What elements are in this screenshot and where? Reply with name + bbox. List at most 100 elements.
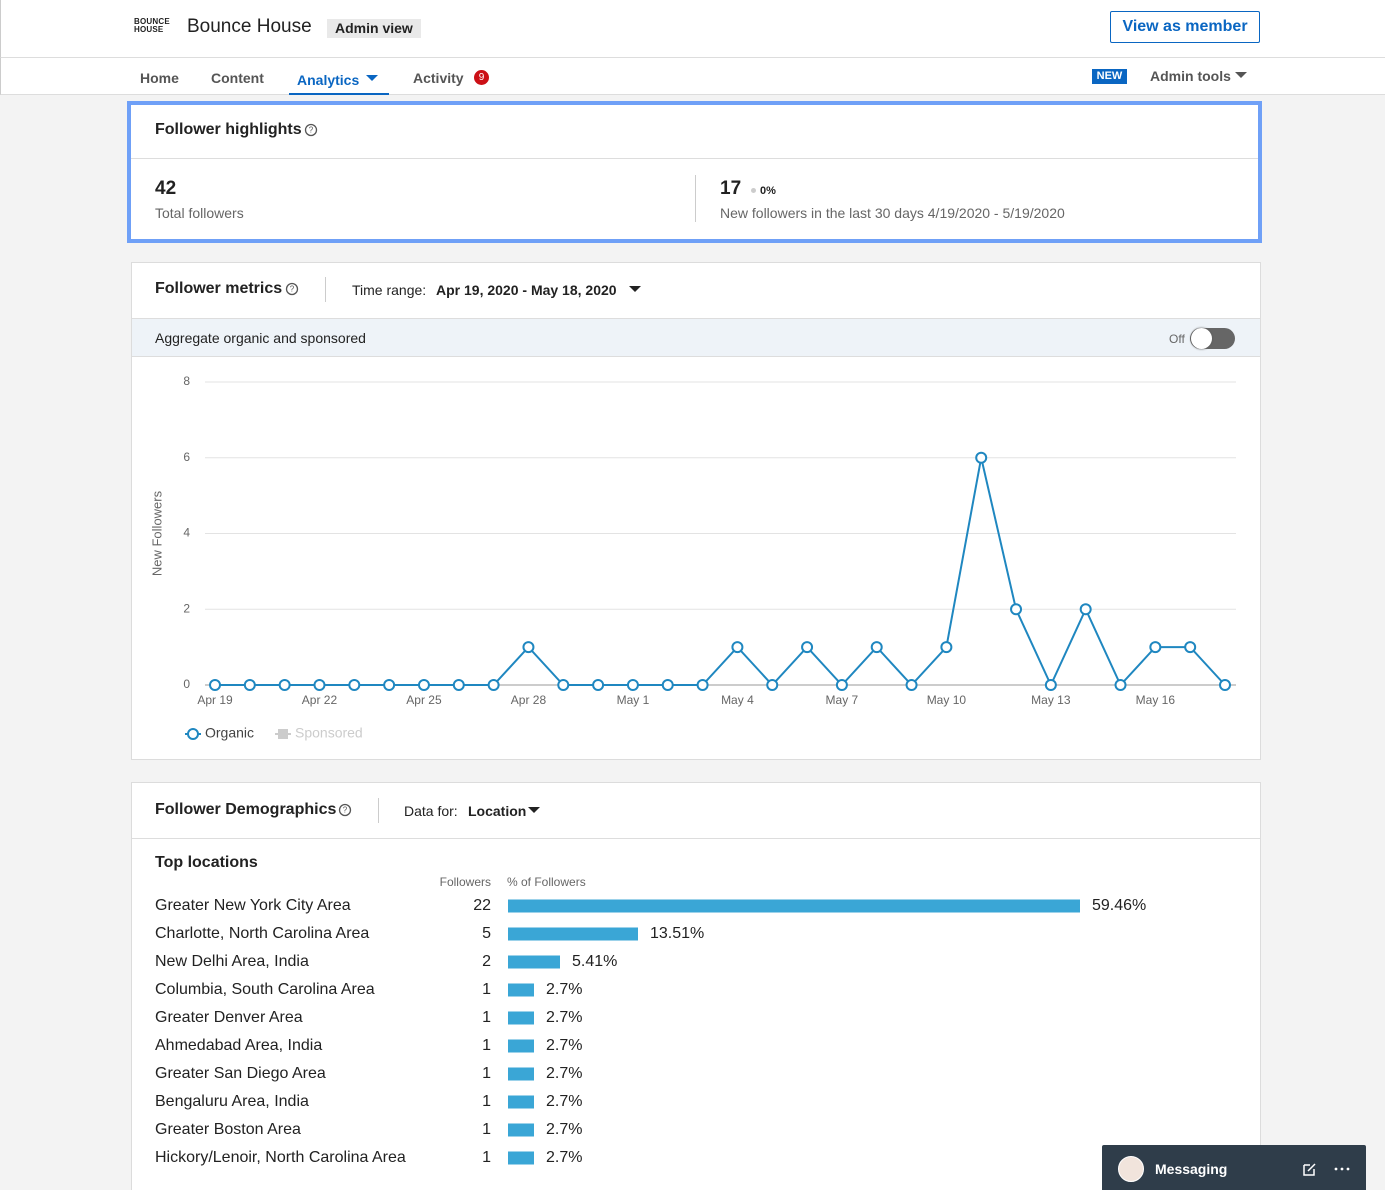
percent-bar (508, 1123, 534, 1137)
svg-text:?: ? (290, 285, 295, 294)
demographics-card (131, 782, 1261, 1190)
card-title: Follower highlights (155, 121, 302, 138)
percent-label: 2.7% (545, 1065, 583, 1082)
divider (325, 277, 326, 302)
percent-label: 2.7% (545, 1121, 583, 1138)
data-point (731, 641, 744, 654)
more-icon[interactable] (1334, 1164, 1350, 1174)
y-axis-label: New Followers (149, 490, 164, 576)
change-dot (751, 188, 756, 193)
x-tick-label: Apr 28 (511, 693, 547, 707)
nav-tab[interactable]: Analytics (297, 72, 360, 88)
messaging-bar[interactable] (1102, 1145, 1366, 1190)
logo[interactable]: BOUNCE HOUSE (134, 18, 170, 34)
help-icon[interactable]: ? (304, 123, 318, 137)
change: 0% (760, 185, 776, 197)
follower-count: 22 (473, 897, 491, 914)
percent-label: 2.7% (545, 1009, 583, 1026)
legend-label: Sponsored (295, 725, 363, 741)
svg-text:?: ? (309, 126, 314, 135)
data-point (243, 679, 256, 691)
follower-count: 1 (482, 1121, 491, 1138)
nav-tab[interactable]: Content (211, 70, 264, 86)
help-icon[interactable]: ? (338, 803, 352, 817)
percent-label: 2.7% (545, 981, 583, 998)
help-icon[interactable]: ? (285, 282, 299, 296)
percent-label: 59.46% (1092, 897, 1147, 914)
data-point (905, 679, 918, 691)
series-line (215, 457, 1226, 688)
x-tick-label: May 16 (1136, 693, 1176, 707)
percent-label: 5.41% (572, 953, 618, 970)
line-chart: 0 2 4 6 8 New Followers Apr 19 Apr 22 Apr 25 Apr … (149, 374, 1236, 741)
data-for[interactable]: Location (468, 803, 527, 819)
x-tick-label: May 1 (617, 693, 650, 707)
card-title: Follower metrics (155, 280, 283, 297)
legend-marker (278, 729, 288, 739)
caret (366, 75, 378, 81)
new-label: New followers in the last 30 days 4/19/2… (720, 205, 1065, 221)
time-range[interactable]: Apr 19, 2020 - May 18, 2020 (436, 282, 617, 298)
percent-bar (508, 1067, 534, 1081)
new-followers: 17 (720, 178, 742, 199)
aggregate-label: Aggregate organic and sponsored (155, 330, 366, 346)
aggregate-band (132, 318, 1260, 357)
percent-label: 2.7% (545, 1093, 583, 1110)
col-header: Followers (439, 875, 491, 889)
data-point (870, 641, 883, 654)
view-as-member-button[interactable]: View as member (1110, 11, 1260, 43)
percent-bar (508, 1095, 534, 1109)
x-tick-label: Apr 22 (302, 693, 338, 707)
data-point (661, 679, 674, 691)
percent-bar (508, 983, 534, 997)
divider (131, 158, 1258, 159)
data-point (1184, 641, 1197, 654)
x-tick-label: May 13 (1031, 693, 1071, 707)
time-range-label: Time range: (352, 282, 427, 298)
admin-badge: Admin view (327, 19, 421, 38)
data-point (487, 679, 500, 691)
admin-tools[interactable]: Admin tools (1150, 68, 1231, 84)
data-point (1010, 603, 1023, 616)
y-tick-label: 6 (183, 450, 190, 464)
nav-tab[interactable]: Activity (413, 70, 464, 86)
divider (695, 175, 696, 222)
divider (132, 838, 1260, 839)
data-point (975, 451, 988, 464)
location-name: Columbia, South Carolina Area (155, 981, 375, 998)
follower-count: 1 (482, 1149, 491, 1166)
caret (1235, 72, 1247, 78)
logo-line: BOUNCE (134, 17, 170, 26)
data-point (1149, 641, 1162, 654)
location-name: Greater New York City Area (155, 897, 351, 914)
follower-count: 1 (482, 1093, 491, 1110)
data-point (348, 679, 361, 691)
card-title: Follower Demographics (155, 801, 337, 818)
compose-icon[interactable] (1302, 1161, 1318, 1177)
total-label: Total followers (155, 205, 244, 221)
follower-count: 5 (482, 925, 491, 942)
tab-underline (289, 93, 389, 95)
percent-bar (508, 955, 561, 969)
nav-bar (0, 58, 1385, 95)
data-point (1219, 679, 1231, 691)
data-point (766, 679, 779, 691)
avatar (1118, 1156, 1144, 1182)
data-point (313, 679, 326, 691)
data-point (452, 679, 465, 691)
data-point (1044, 679, 1057, 691)
follower-count: 1 (482, 1065, 491, 1082)
follower-count: 1 (482, 981, 491, 998)
caret (528, 807, 540, 813)
percent-bar (508, 927, 638, 941)
activity-count: 9 (474, 70, 489, 85)
location-name: Greater San Diego Area (155, 1065, 326, 1082)
location-name: Greater Denver Area (155, 1009, 303, 1026)
x-tick-label: May 4 (721, 693, 754, 707)
data-point (383, 679, 396, 691)
percent-bar (508, 1151, 534, 1165)
percent-bar (508, 899, 1080, 913)
nav-tab[interactable]: Home (140, 70, 179, 86)
data-point (696, 679, 709, 691)
